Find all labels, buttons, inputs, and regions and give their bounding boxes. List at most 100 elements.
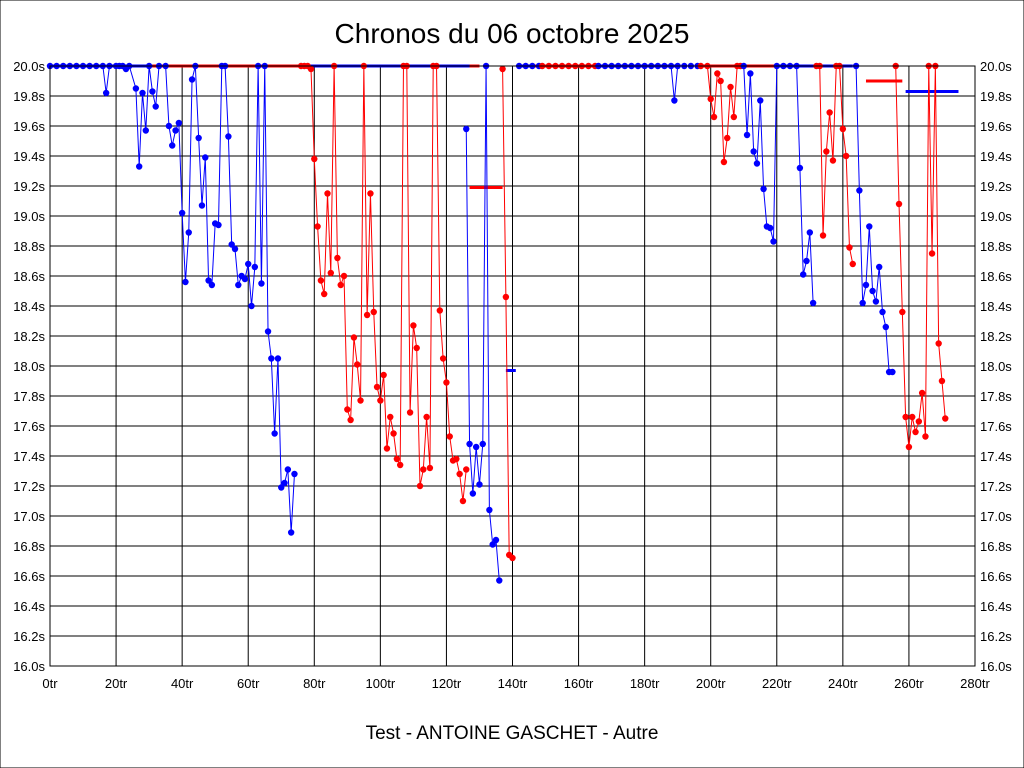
x-tick-label: 180tr [630,676,660,691]
data-series [892,62,949,451]
data-point [456,470,463,478]
data-point [839,125,847,133]
data-point [337,281,344,289]
data-point [902,413,909,421]
y-tick-label-right: 16.8s [980,539,1012,554]
data-point [809,299,817,307]
data-point [347,416,354,424]
data-point [393,455,401,463]
data-point [387,413,394,421]
x-axis-ticks: 0tr 20tr 40tr 60tr 80tr 100tr 120tr 140tr 160tr 1… [42,676,990,691]
y-tick-label-left: 16.6s [13,569,45,584]
y-tick-label-left: 19.2s [13,179,45,194]
y-tick-label-left: 17.2s [13,479,45,494]
y-tick-label-right: 17.0s [980,509,1012,524]
data-point [806,229,814,236]
chart-footer: Test - ANTOINE GASCHET - Autre [366,723,659,744]
data-point [198,202,206,209]
data-point [363,311,371,319]
data-point [724,134,731,142]
grid-lines [49,65,976,667]
data-point [235,281,242,289]
plot-frame [49,65,976,667]
data-point [766,224,774,232]
x-tick-label: 60tr [237,676,260,691]
data-series [813,62,856,268]
data-point [413,344,420,352]
data-point [882,323,890,331]
data-point [714,70,721,77]
data-series [499,65,516,562]
y-tick-label-right: 16.6s [980,569,1012,584]
data-point [241,275,249,283]
data-point [245,260,252,268]
data-point [872,298,880,305]
data-point [492,536,500,544]
data-point [172,127,179,134]
y-tick-label-right: 16.4s [980,599,1012,614]
x-tick-label: 280tr [960,676,990,691]
data-point [869,287,876,295]
y-tick-label-right: 19.4s [980,149,1012,164]
data-point [284,466,292,473]
data-point [135,163,143,170]
data-point [195,134,202,142]
data-point [251,263,259,271]
data-point [102,89,110,97]
data-point [410,322,417,329]
data-point [905,443,913,451]
data-point [152,103,159,110]
data-point [463,125,470,133]
data-point [760,185,767,193]
data-point [205,277,212,284]
data-point [264,328,272,335]
data-point [829,157,837,164]
y-tick-label-left: 16.0s [13,659,45,674]
y-tick-label-left: 18.6s [13,269,45,284]
data-point [502,293,510,301]
data-point [228,241,235,248]
y-tick-label-left: 18.0s [13,359,45,374]
y-tick-label-right: 18.6s [980,269,1012,284]
data-point [459,497,467,505]
data-point [915,418,923,425]
data-point [317,277,325,284]
data-point [796,164,804,172]
data-point [875,263,883,271]
data-point [420,466,427,473]
data-point [496,577,503,584]
data-series [46,62,298,536]
data-point [842,152,850,160]
y-tick-label-left: 16.8s [13,539,45,554]
data-point [208,281,216,289]
x-tick-label: 20tr [105,676,128,691]
data-point [446,433,453,440]
x-tick-label: 140tr [498,676,528,691]
y-tick-label-right: 18.0s [980,359,1012,374]
x-tick-label: 260tr [894,676,924,691]
series-line [855,65,893,373]
data-point [344,406,351,413]
y-axis-right-ticks: 16.0s 16.2s 16.4s 16.6s 16.8s 17.0s 17.2s 17.4s… [980,59,1012,674]
data-point [188,76,196,83]
y-tick-label-left: 17.0s [13,509,45,524]
x-tick-label: 100tr [366,676,396,691]
y-tick-label-left: 20.0s [13,59,45,74]
y-tick-label-right: 17.6s [980,419,1012,434]
data-point [489,541,496,548]
data-point [185,229,192,236]
data-point [486,506,493,514]
data-point [248,302,255,310]
data-point [327,269,335,277]
data-series [463,62,503,584]
data-point [367,190,374,197]
data-point [909,413,916,421]
data-point [938,377,946,385]
data-point [710,113,718,121]
data-point [271,430,278,437]
data-point [132,85,140,92]
y-tick-label-right: 17.2s [980,479,1012,494]
data-point [287,529,295,536]
data-point [743,131,751,139]
y-tick-label-left: 19.8s [13,89,45,104]
